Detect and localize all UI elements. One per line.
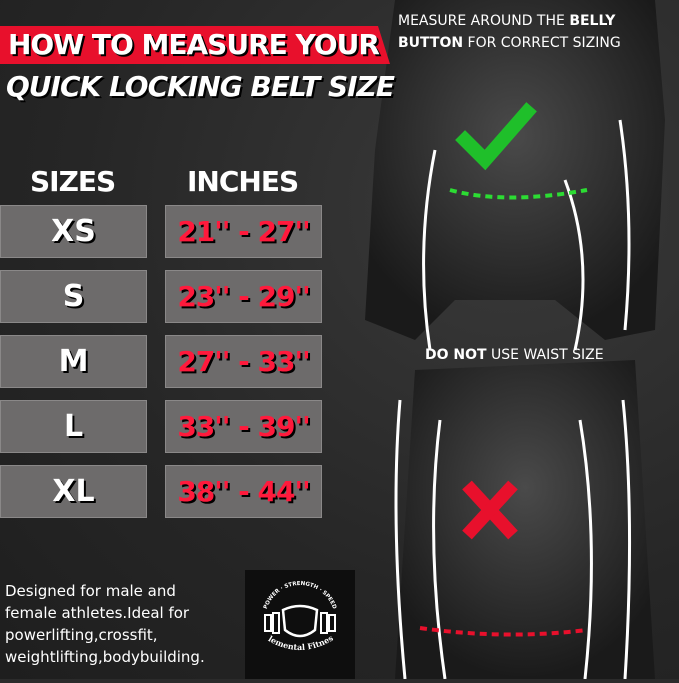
inches-cell: 27'' - 33'' bbox=[165, 335, 322, 388]
size-cell: M bbox=[0, 335, 147, 388]
inches-cell: 33'' - 39'' bbox=[165, 400, 322, 453]
inches-cell: 38'' - 44'' bbox=[165, 465, 322, 518]
size-cell: L bbox=[0, 400, 147, 453]
product-description: Designed for male and female athletes.Id… bbox=[5, 582, 205, 666]
elemental-fitness-logo: POWER · STRENGTH · SPEED Elemental Fitne… bbox=[242, 562, 355, 679]
check-icon bbox=[455, 102, 537, 171]
inches-cell: 23'' - 29'' bbox=[165, 270, 322, 323]
title-banner bbox=[0, 26, 390, 64]
size-cell: S bbox=[0, 270, 147, 323]
waist-measure-line bbox=[419, 626, 588, 637]
inches-header: INCHES bbox=[187, 165, 299, 198]
size-cell: XS bbox=[0, 205, 147, 258]
inches-cell: 21'' - 27'' bbox=[165, 205, 322, 258]
title-line1: HOW TO MEASURE YOUR bbox=[8, 28, 380, 61]
correct-instruction: MEASURE AROUND THE BELLY BUTTON FOR CORR… bbox=[398, 13, 621, 51]
title-line2: QUICK LOCKING BELT SIZE bbox=[6, 70, 395, 103]
belly-measure-line bbox=[449, 188, 588, 200]
x-icon bbox=[462, 480, 518, 540]
incorrect-instruction: DO NOT USE WAIST SIZE bbox=[425, 347, 604, 363]
sizes-header: SIZES bbox=[30, 165, 116, 198]
torso-illustration bbox=[365, 0, 665, 679]
size-cell: XL bbox=[0, 465, 147, 518]
